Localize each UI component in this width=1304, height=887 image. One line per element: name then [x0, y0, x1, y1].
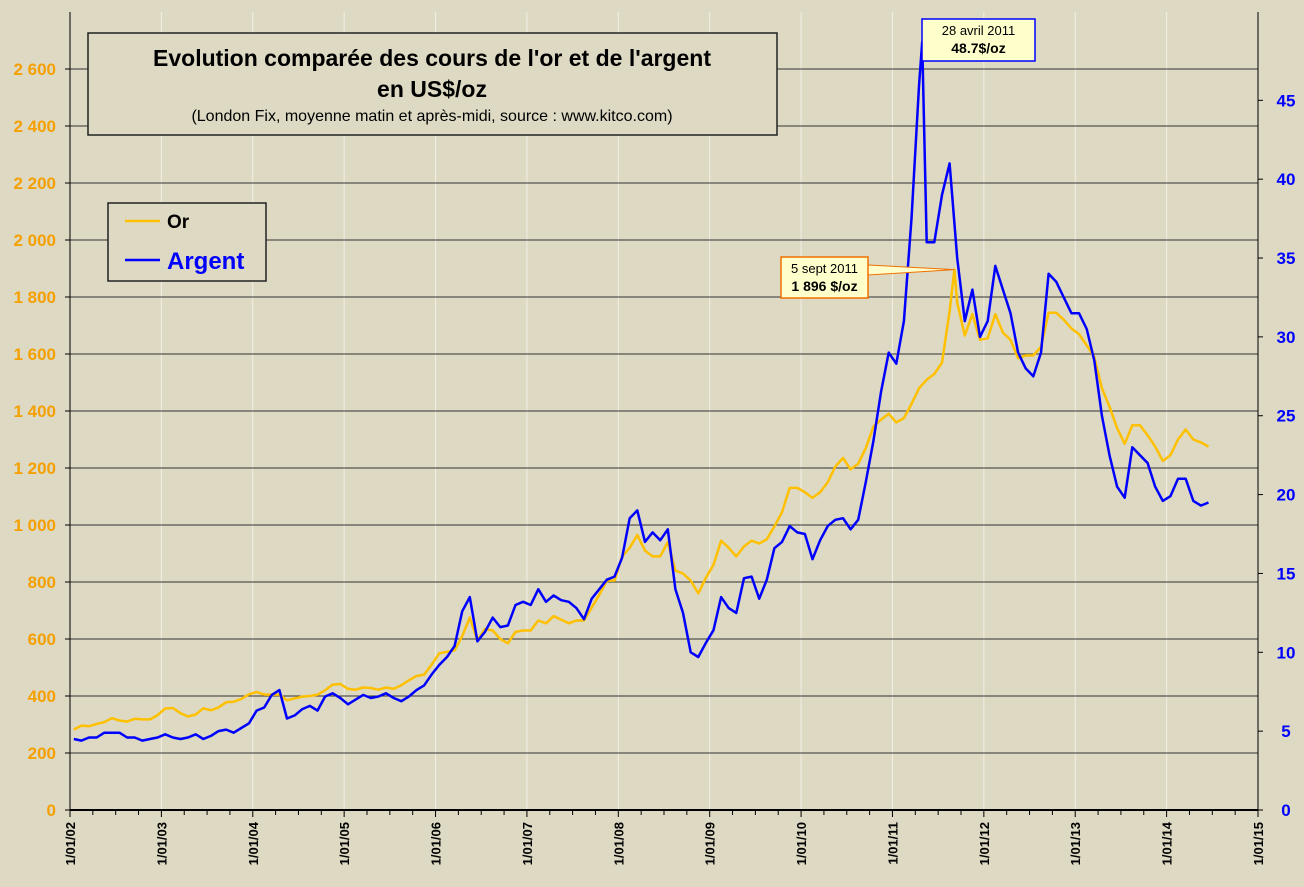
x-tick-label: 1/01/08 — [611, 822, 626, 865]
left-tick-label: 1 600 — [13, 345, 56, 364]
right-tick-label: 40 — [1277, 170, 1296, 189]
right-tick-label: 35 — [1277, 249, 1296, 268]
x-tick-label: 1/01/06 — [429, 822, 444, 865]
left-tick-label: 1 000 — [13, 516, 56, 535]
left-tick-label: 400 — [28, 687, 56, 706]
annotation-date: 28 avril 2011 — [942, 23, 1015, 38]
chart-title: Evolution comparée des cours de l'or et … — [153, 45, 711, 71]
right-tick-label: 20 — [1277, 486, 1296, 505]
annotation-date: 5 sept 2011 — [791, 261, 858, 276]
legend-label-or[interactable]: Or — [167, 212, 190, 233]
left-tick-label: 2 400 — [13, 117, 56, 136]
right-tick-label: 15 — [1277, 564, 1296, 583]
x-tick-label: 1/01/03 — [154, 822, 169, 865]
left-tick-label: 200 — [28, 744, 56, 763]
series-or-line — [73, 268, 1210, 731]
x-tick-label: 1/01/09 — [703, 822, 718, 865]
x-tick-label: 1/01/04 — [246, 821, 261, 865]
left-tick-label: 0 — [47, 801, 56, 820]
x-tick-label: 1/01/13 — [1068, 822, 1083, 865]
right-tick-label: 5 — [1281, 722, 1290, 741]
right-tick-label: 25 — [1277, 407, 1296, 426]
title-frame — [87, 32, 778, 136]
left-tick-label: 2 000 — [13, 231, 56, 250]
left-tick-label: 800 — [28, 573, 56, 592]
chart-subtitle: (London Fix, moyenne matin et après-midi… — [191, 108, 672, 125]
x-tick-label: 1/01/10 — [794, 822, 809, 865]
x-tick-label: 1/01/14 — [1160, 821, 1175, 865]
legend[interactable]: Or Argent — [107, 202, 267, 282]
title-box: Evolution comparée des cours de l'or et … — [87, 32, 778, 136]
series-layer — [73, 40, 1210, 742]
series-argent-line — [73, 40, 1209, 742]
left-tick-label: 600 — [28, 630, 56, 649]
left-tick-label: 1 800 — [13, 288, 56, 307]
x-tick-label: 1/01/02 — [63, 822, 78, 865]
legend-label-argent[interactable]: Argent — [167, 248, 244, 275]
right-tick-label: 45 — [1277, 91, 1296, 110]
x-tick-label: 1/01/07 — [520, 822, 535, 865]
right-tick-label: 0 — [1281, 801, 1290, 820]
right-tick-label: 30 — [1277, 328, 1296, 347]
annotation-value: 48.7$/oz — [951, 40, 1005, 56]
x-tick-label: 1/01/11 — [885, 822, 900, 865]
annotation-box — [921, 18, 1036, 62]
right-tick-label: 10 — [1277, 643, 1296, 662]
left-tick-label: 1 200 — [13, 459, 56, 478]
x-tick-label: 1/01/12 — [977, 822, 992, 865]
annotation-value: 1 896 $/oz — [791, 278, 857, 294]
left-tick-label: 1 400 — [13, 402, 56, 421]
grid — [70, 12, 1259, 810]
left-tick-label: 2 600 — [13, 60, 56, 79]
chart-title-line2: en US$/oz — [377, 76, 487, 102]
left-tick-label: 2 200 — [13, 174, 56, 193]
x-tick-label: 1/01/05 — [337, 822, 352, 865]
annotation-box — [780, 256, 869, 299]
legend-frame — [107, 202, 267, 282]
annotations: 28 avril 2011 48.7$/oz 5 sept 2011 1 896 $/… — [780, 18, 1036, 299]
x-tick-label: 1/01/15 — [1251, 822, 1266, 865]
